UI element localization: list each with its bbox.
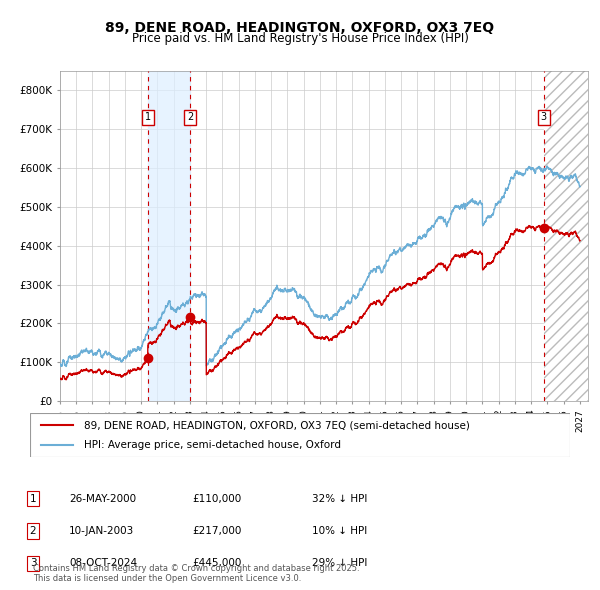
Bar xyxy=(148,71,190,401)
Text: £110,000: £110,000 xyxy=(192,494,241,503)
Text: 89, DENE ROAD, HEADINGTON, OXFORD, OX3 7EQ (semi-detached house): 89, DENE ROAD, HEADINGTON, OXFORD, OX3 7… xyxy=(84,421,470,430)
Text: 2: 2 xyxy=(187,113,194,123)
Text: 2: 2 xyxy=(29,526,37,536)
Text: 89, DENE ROAD, HEADINGTON, OXFORD, OX3 7EQ: 89, DENE ROAD, HEADINGTON, OXFORD, OX3 7… xyxy=(106,21,494,35)
Text: 10% ↓ HPI: 10% ↓ HPI xyxy=(312,526,367,536)
Text: 08-OCT-2024: 08-OCT-2024 xyxy=(69,559,137,568)
Text: 32% ↓ HPI: 32% ↓ HPI xyxy=(312,494,367,503)
Text: 1: 1 xyxy=(29,494,37,503)
Text: £445,000: £445,000 xyxy=(192,559,241,568)
Text: Contains HM Land Registry data © Crown copyright and database right 2025.
This d: Contains HM Land Registry data © Crown c… xyxy=(33,563,359,583)
FancyBboxPatch shape xyxy=(30,413,570,457)
Text: £217,000: £217,000 xyxy=(192,526,241,536)
Text: 1: 1 xyxy=(145,113,151,123)
Text: 3: 3 xyxy=(29,559,37,568)
Bar xyxy=(544,71,588,401)
Text: 26-MAY-2000: 26-MAY-2000 xyxy=(69,494,136,503)
Text: HPI: Average price, semi-detached house, Oxford: HPI: Average price, semi-detached house,… xyxy=(84,440,341,450)
Text: Price paid vs. HM Land Registry's House Price Index (HPI): Price paid vs. HM Land Registry's House … xyxy=(131,32,469,45)
Bar xyxy=(544,71,588,401)
Text: 3: 3 xyxy=(541,113,547,123)
Text: 29% ↓ HPI: 29% ↓ HPI xyxy=(312,559,367,568)
Text: 10-JAN-2003: 10-JAN-2003 xyxy=(69,526,134,536)
